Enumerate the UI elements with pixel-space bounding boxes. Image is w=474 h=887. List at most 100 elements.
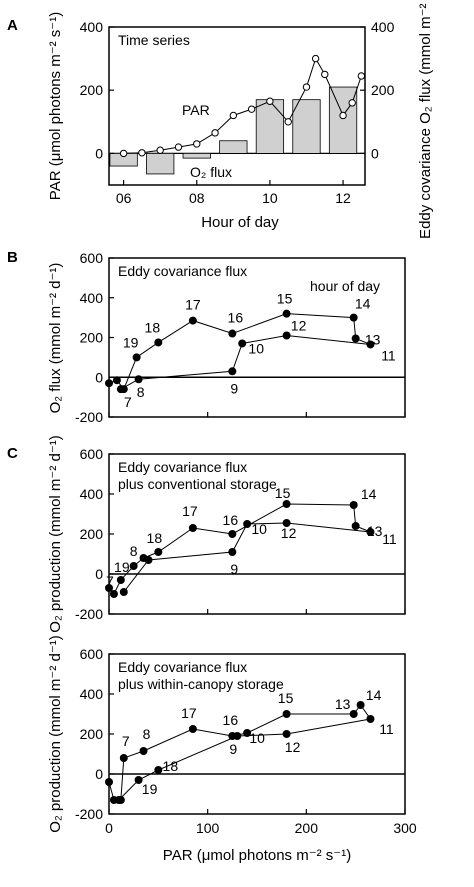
panel-a-par-point — [119, 149, 128, 158]
panel-a-par-point — [193, 140, 201, 148]
panel-a-ylabel-right: Eddy covariance O₂ flux (mmol m⁻² d⁻¹) — [417, 0, 434, 239]
panel-b-ytick-label: 400 — [80, 290, 104, 306]
panel-d-ytick-label: -200 — [75, 806, 103, 822]
panel-c-ytick-label: -200 — [75, 606, 103, 622]
panel-b-point-label: 16 — [228, 310, 244, 326]
panel-a-par-point — [247, 105, 256, 113]
panel-d-ytick-label: 600 — [80, 646, 104, 662]
panel-a-ytick-left-label: 400 — [80, 19, 104, 35]
panel-a-bar — [219, 140, 248, 154]
panel-c-point-label: 9 — [230, 561, 238, 577]
panel-d-data-point — [105, 778, 113, 786]
panel-d-point-label: 18 — [163, 758, 179, 774]
panel-c-data-point — [282, 500, 291, 508]
panel-a-bar — [146, 152, 175, 175]
panel-d-data-point — [119, 754, 128, 762]
panel-b-ytick-label: 600 — [80, 250, 104, 266]
panel-b-point-label: 19 — [123, 334, 139, 350]
panel-b-letter: B — [7, 249, 18, 266]
panel-b-data-point — [134, 375, 143, 384]
panel-a-xtick-label: 06 — [116, 190, 132, 206]
panel-b-point-label: 18 — [145, 319, 161, 335]
panel-d-data-point — [154, 766, 163, 774]
panel-a-xtick-label: 10 — [262, 190, 278, 206]
panel-c-ytick-label: 400 — [80, 486, 104, 502]
panel-a-par-point — [211, 129, 219, 137]
panel-a-plot: 0 200 400 0 200 400 06 08 10 12 — [80, 19, 395, 206]
panel-b-data-point — [228, 329, 237, 338]
panel-b-point-label: 11 — [381, 347, 396, 363]
panel-a-par-point — [348, 99, 356, 107]
panel-b-data-point — [132, 353, 141, 362]
panel-b-data-point — [154, 338, 163, 347]
panel-b-point-label: 9 — [230, 380, 238, 396]
panel-c-point-label: 16 — [223, 512, 239, 528]
panel-d-ytick-label: 400 — [80, 686, 104, 702]
panel-a: A Time series Hour of day PAR (μmol phot… — [7, 0, 434, 239]
panel-d-point-label: 10 — [249, 730, 265, 746]
panel-d-point-label: 15 — [278, 690, 294, 706]
panel-a-ytick-right-label: 400 — [371, 19, 395, 35]
panel-b: B Eddy covariance flux hour of day O₂ fl… — [7, 249, 406, 425]
panel-d-data-point — [366, 715, 375, 723]
panel-b-point-label: 17 — [185, 297, 201, 313]
panel-b-ytick-label: 0 — [95, 369, 103, 385]
panel-b-data-point — [366, 340, 375, 349]
panel-d-data-point — [349, 710, 358, 718]
panel-d-data-point — [356, 701, 365, 709]
panel-b-ytick-label: 200 — [80, 330, 104, 346]
panel-d-xtick-label: 300 — [393, 820, 417, 836]
panel-c-data-point — [188, 524, 197, 532]
panel-d-data-point — [282, 730, 291, 738]
panel-a-par-point — [284, 118, 292, 126]
panel-d-data-point — [282, 710, 291, 718]
panel-c-data-point — [228, 548, 237, 556]
panel-d-point-label: 8 — [143, 726, 151, 742]
panel-c-data-point — [105, 584, 113, 592]
panel-a-title: Time series — [118, 32, 190, 48]
panel-b-data-point — [112, 376, 121, 385]
panel-d-point-label: 13 — [335, 696, 351, 712]
panel-c-data-point — [119, 588, 128, 596]
panel-c-title: Eddy covariance flux plus conventional st… — [118, 459, 277, 492]
panel-a-bar — [328, 86, 358, 154]
panel-d-point-label: 14 — [366, 687, 382, 703]
panel-c-point-label: 17 — [182, 503, 198, 519]
panel-d-xlabel: PAR (μmol photons m⁻² s⁻¹) — [163, 847, 351, 864]
panel-c-point-label: 15 — [275, 485, 291, 501]
panel-a-ytick-right-label: 200 — [371, 82, 395, 98]
panel-a-par-point — [357, 72, 366, 80]
panel-c-data-point — [129, 562, 138, 570]
panel-d-point-label: 16 — [223, 712, 239, 728]
panel-b-data-point — [116, 385, 125, 394]
panel-a-series-label-flux: O₂ flux — [190, 164, 232, 180]
panel-a-ytick-right-label: 0 — [371, 145, 379, 161]
panel-a-ylabel-left: PAR (μmol photons m⁻² s⁻¹) — [47, 12, 64, 200]
panel-a-par-point — [156, 146, 164, 154]
panel-d: Eddy covariance flux plus within-canopy s… — [47, 635, 417, 864]
panel-a-bar — [255, 99, 285, 154]
panel-d-ylabel: O₂ production (mmol m⁻² d⁻¹) — [47, 635, 64, 833]
panel-a-ytick-left-label: 200 — [80, 82, 104, 98]
panel-c-point-label: 8 — [130, 543, 138, 559]
panel-d-point-label: 19 — [142, 781, 158, 797]
panel-b-data-point — [105, 379, 113, 388]
panel-b-annotation: hour of day — [310, 278, 380, 294]
panel-c: C Eddy covariance flux plus conventional … — [7, 435, 406, 633]
panel-c-point-label: 12 — [281, 525, 297, 541]
panel-a-xtick-label: 12 — [335, 190, 351, 206]
panel-c-point-label: 19 — [114, 559, 130, 575]
panel-b-data-point — [188, 316, 197, 325]
panel-c-letter: C — [7, 445, 18, 462]
panel-a-par-point — [174, 143, 183, 151]
panel-d-data-point — [188, 725, 197, 733]
panel-d-data-point — [114, 796, 123, 804]
panel-d-data-point — [243, 729, 252, 737]
panel-c-ytick-label: 600 — [80, 446, 104, 462]
panel-d-point-label: 9 — [229, 741, 237, 757]
panel-d-ytick-label: 200 — [80, 726, 104, 742]
panel-d-title: Eddy covariance flux plus within-canopy s… — [118, 659, 284, 692]
